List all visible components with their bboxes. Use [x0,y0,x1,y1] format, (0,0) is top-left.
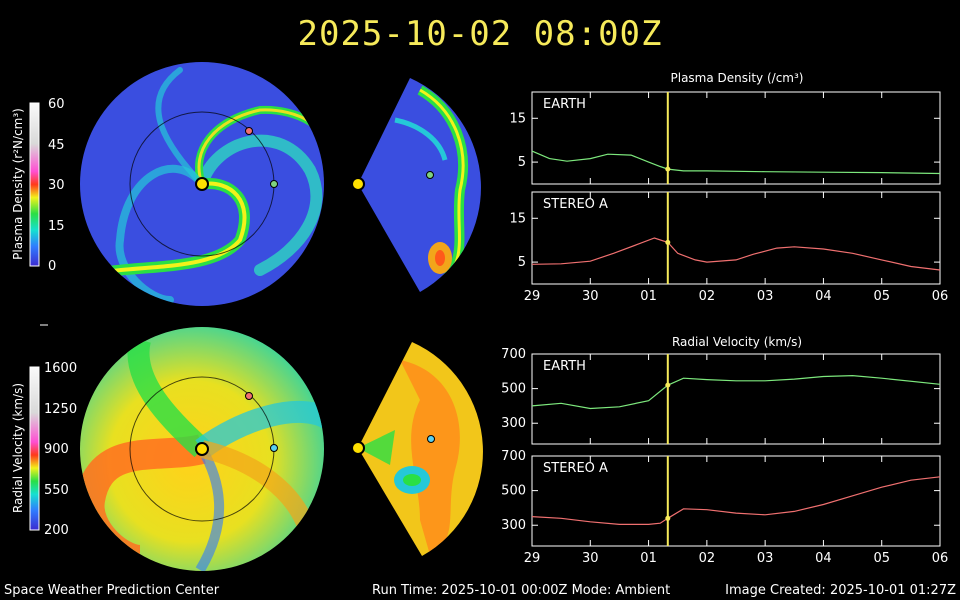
time-marker-point [665,166,671,172]
x-tick-label: 05 [873,551,890,566]
x-tick-label: 02 [699,551,716,566]
footer-image-created: Image Created: 2025-10-01 01:27Z [725,583,956,598]
series-line [531,374,941,410]
x-tick-label: 03 [757,551,774,566]
density-tick: 0 [48,259,56,274]
velocity-tick: 550 [44,483,69,498]
x-tick-label: 30 [582,551,599,566]
density-chart-title: Plasma Density (/cm³) [671,71,804,85]
footer-organization: Space Weather Prediction Center [4,583,220,598]
series-line [531,476,941,526]
density-equatorial-disk [80,62,324,306]
density-colorbar-label: Plasma Density (r²N/cm³) [11,108,25,260]
x-tick-label: 04 [815,551,832,566]
x-tick-label: 03 [757,289,774,304]
y-tick-label: 300 [501,518,526,533]
density-tick: 60 [48,97,65,112]
velocity-colorbar-label: Radial Velocity (km/s) [11,383,25,513]
x-tick-label: 02 [699,289,716,304]
density-tick: 45 [48,138,65,153]
density-colorbar: Plasma Density (r²N/cm³) 60 45 30 15 0 [11,97,65,274]
panel-label: EARTH [543,359,586,374]
density-tick: 15 [48,219,65,234]
panel-label: EARTH [543,97,586,112]
y-tick-label: 500 [501,484,526,499]
panel-frame [531,191,941,285]
y-tick-label: 500 [501,382,526,397]
x-tick-label: 06 [932,551,949,566]
x-tick-label: 30 [582,289,599,304]
density-tick: 30 [48,178,65,193]
x-tick-label: 01 [640,551,657,566]
panel-label: STEREO A [543,197,608,212]
x-tick-label: 06 [932,289,949,304]
velocity-tick: 1250 [44,402,77,417]
x-tick-label: 29 [524,289,541,304]
density-meridional-wedge [351,78,481,292]
x-tick-label: 01 [640,289,657,304]
y-tick-label: 700 [501,347,526,362]
panel-label: STEREO A [543,461,608,476]
panel-frame [531,91,941,185]
velocity-chart-title: Radial Velocity (km/s) [672,335,802,349]
footer-run-time: Run Time: 2025-10-01 00:00Z Mode: Ambien… [372,583,671,598]
page-title: 2025-10-02 08:00Z [297,14,663,54]
velocity-tick: 900 [44,442,69,457]
series-line [531,150,941,175]
series-line [531,237,941,271]
y-tick-label: 15 [509,111,526,126]
velocity-colorbar: Radial Velocity (km/s) 1600 1250 900 550… [11,361,77,538]
panel-frame [531,353,941,445]
velocity-equatorial-disk [80,327,324,571]
velocity-tick: 1600 [44,361,77,376]
y-tick-label: 700 [501,449,526,464]
velocity-tick: 200 [44,523,69,538]
time-marker-point [665,382,671,388]
y-tick-label: 5 [518,155,526,170]
panel-frame [531,455,941,547]
x-tick-label: 05 [873,289,890,304]
y-tick-label: 300 [501,416,526,431]
y-tick-label: 5 [518,255,526,270]
x-tick-label: 04 [815,289,832,304]
time-marker-point [665,515,671,521]
time-series-panels: EARTH 15 5 STEREO A 15 5 29 30 01 02 03 04 05 06 EARTH… [501,91,949,566]
velocity-meridional-wedge [351,342,483,556]
x-tick-label: 29 [524,551,541,566]
time-marker-point [665,239,671,245]
y-tick-label: 15 [509,211,526,226]
